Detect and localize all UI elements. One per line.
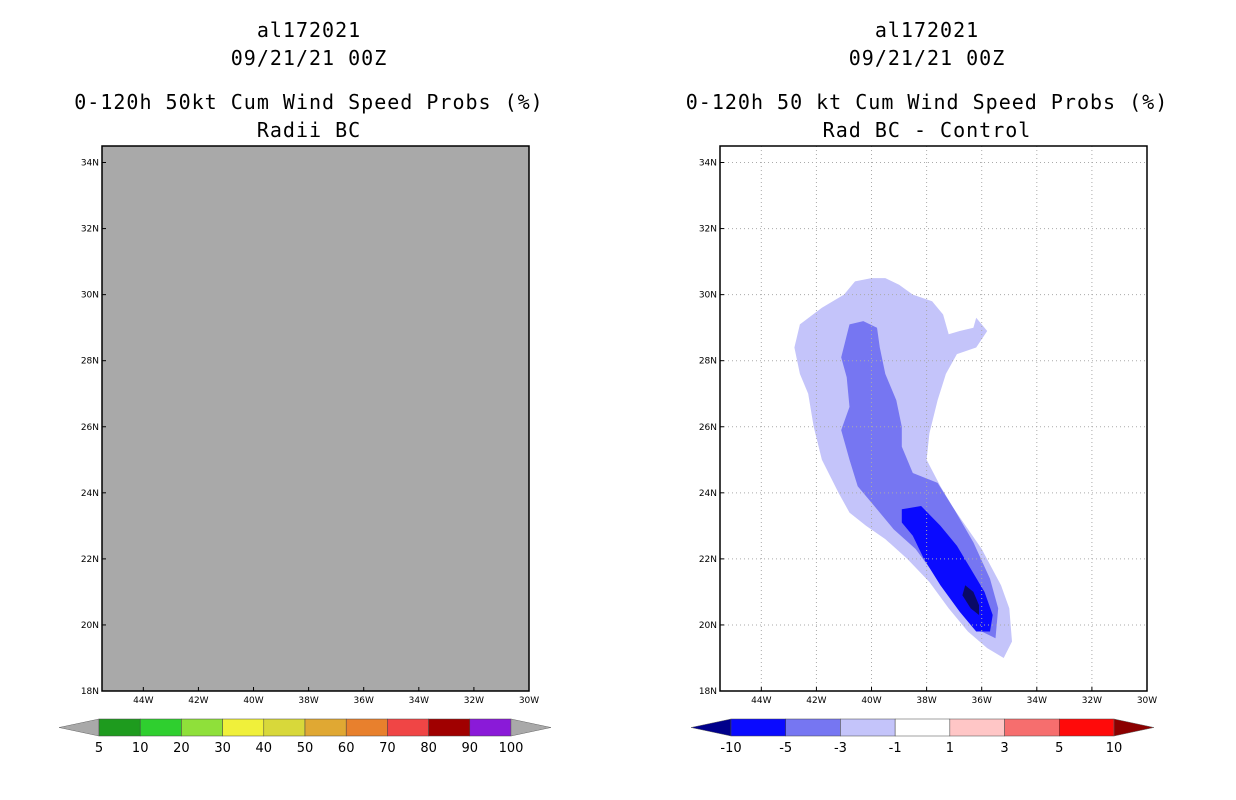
left-colorbar-label-5: 50	[297, 741, 314, 756]
left-colorbar-label-10: 100	[499, 741, 524, 756]
right-xtick-label-0: 44W	[751, 696, 771, 706]
right-difference-map: 44W 42W 40W 38W 36W 34W 32W 30W 18N 20N 22N 24N 26N 2…	[690, 145, 1157, 756]
left-colorbar-box-5	[304, 718, 347, 737]
left-colorbar-box-4	[263, 718, 306, 737]
right-colorbar-label-1: -5	[779, 741, 792, 756]
left-colorbar-over-arrow	[510, 718, 552, 737]
right-colorbar-label-7: 10	[1106, 741, 1123, 756]
left-colorbar-label-9: 90	[462, 741, 479, 756]
right-colorbar-box-3	[894, 718, 951, 737]
left-colorbar-box-8	[428, 718, 471, 737]
left-xtick-label-2: 40W	[243, 696, 263, 706]
left-colorbar-label-3: 30	[214, 741, 231, 756]
right-colorbar-box-4	[949, 718, 1005, 737]
right-ytick-label-4: 26N	[699, 423, 717, 433]
left-colorbar-box-9	[469, 718, 512, 737]
left-xtick-label-7: 30W	[519, 696, 539, 706]
right-xtick-label-7: 30W	[1137, 696, 1157, 706]
left-chart-title: 0-120h 50kt Cum Wind Speed Probs (%)	[74, 90, 544, 114]
right-colorbar-label-4: 1	[946, 741, 954, 756]
left-ytick-label-7: 32N	[81, 225, 99, 235]
right-colorbar-box-2	[840, 718, 896, 737]
left-colorbar-label-6: 60	[338, 741, 355, 756]
right-colorbar-over-arrow	[1113, 718, 1155, 737]
left-ytick-label-6: 30N	[81, 291, 99, 301]
left-colorbar-label-4: 40	[256, 741, 273, 756]
right-colorbar-under-arrow	[690, 718, 732, 737]
left-datetime: 09/21/21 00Z	[230, 46, 388, 70]
left-storm-id: al172021	[256, 18, 362, 42]
right-xtick-label-5: 34W	[1027, 696, 1047, 706]
right-plot-frame	[719, 145, 1148, 692]
left-colorbar-box-6	[345, 718, 388, 737]
left-ytick-label-5: 28N	[81, 357, 99, 367]
right-ytick-label-2: 22N	[699, 555, 717, 565]
left-xtick-label-4: 36W	[354, 696, 374, 706]
right-xtick-label-3: 38W	[916, 696, 936, 706]
left-colorbar-under-arrow	[58, 718, 100, 737]
right-colorbar-box-1	[785, 718, 841, 737]
right-ytick-label-6: 30N	[699, 291, 717, 301]
right-contour-3	[962, 585, 979, 615]
left-colorbar-label-7: 70	[379, 741, 396, 756]
right-ytick-label-7: 32N	[699, 225, 717, 235]
left-colorbar-box-1	[139, 718, 182, 737]
left-chart-panel: al172021 09/21/21 00Z 0-120h 50kt Cum Wi…	[58, 18, 552, 756]
left-xtick-label-3: 38W	[298, 696, 318, 706]
left-ytick-label-0: 18N	[81, 687, 99, 697]
right-xtick-label-6: 32W	[1082, 696, 1102, 706]
right-colorbar-label-0: -10	[720, 741, 741, 756]
left-chart-subtitle: Radii BC	[256, 118, 362, 142]
left-xtick-label-1: 42W	[188, 696, 208, 706]
left-ytick-label-4: 26N	[81, 423, 99, 433]
right-xtick-label-4: 36W	[972, 696, 992, 706]
left-colorbar-box-0	[98, 718, 141, 737]
left-colorbar-label-1: 10	[132, 741, 149, 756]
right-xtick-label-1: 42W	[806, 696, 826, 706]
right-chart-title: 0-120h 50 kt Cum Wind Speed Probs (%)	[685, 90, 1169, 114]
left-colorbar-label-0: 5	[95, 741, 103, 756]
left-xtick-label-0: 44W	[133, 696, 153, 706]
right-xtick-label-2: 40W	[861, 696, 881, 706]
left-plot-frame	[101, 145, 530, 692]
left-colorbar-box-3	[222, 718, 265, 737]
left-colorbar-box-2	[181, 718, 223, 737]
right-colorbar-box-5	[1004, 718, 1060, 737]
right-datetime: 09/21/21 00Z	[848, 46, 1006, 70]
right-colorbar-label-6: 5	[1055, 741, 1063, 756]
left-ytick-label-2: 22N	[81, 555, 99, 565]
right-colorbar-label-2: -3	[834, 741, 847, 756]
left-colorbar-box-7	[387, 718, 429, 737]
left-probability-map: 44W 42W 40W 38W 36W 34W 32W 30W 18N 20N 22N 24N 26N 2…	[58, 145, 552, 756]
left-ytick-label-3: 24N	[81, 489, 99, 499]
right-colorbar-label-3: -1	[889, 741, 902, 756]
left-ytick-label-8: 34N	[81, 159, 99, 169]
right-ytick-label-3: 24N	[699, 489, 717, 499]
right-colorbar-label-5: 3	[1000, 741, 1008, 756]
right-ytick-label-5: 28N	[699, 357, 717, 367]
left-colorbar-label-8: 80	[420, 741, 437, 756]
right-ytick-label-1: 20N	[699, 621, 717, 631]
right-colorbar-box-6	[1059, 718, 1115, 737]
left-xtick-label-6: 32W	[464, 696, 484, 706]
left-ytick-label-1: 20N	[81, 621, 99, 631]
right-ytick-label-8: 34N	[699, 159, 717, 169]
right-plot-area	[720, 146, 1147, 691]
left-xtick-label-5: 34W	[409, 696, 429, 706]
right-colorbar-box-0	[730, 718, 786, 737]
left-plot-area	[102, 146, 529, 691]
left-colorbar-label-2: 20	[173, 741, 190, 756]
right-chart-subtitle: Rad BC - Control	[822, 118, 1032, 142]
right-storm-id: al172021	[874, 18, 980, 42]
right-chart-panel: al172021 09/21/21 00Z 0-120h 50 kt Cum W…	[618, 0, 1236, 800]
right-ytick-label-0: 18N	[699, 687, 717, 697]
